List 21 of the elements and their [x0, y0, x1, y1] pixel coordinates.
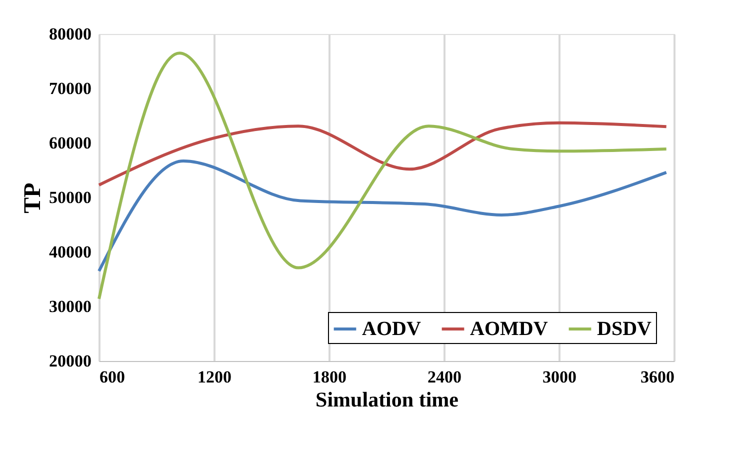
legend-label: AODV	[362, 318, 422, 340]
legend-label: DSDV	[597, 318, 652, 340]
x-tick-label: 600	[100, 368, 125, 386]
y-axis-title: TP	[20, 182, 46, 214]
legend-label: AOMDV	[470, 318, 548, 340]
y-tick-label: 60000	[49, 134, 92, 152]
y-tick-label: 70000	[49, 79, 92, 98]
line-series	[98, 121, 668, 186]
x-tick-label: 2400	[428, 368, 462, 386]
y-tick-label: 40000	[49, 242, 92, 262]
x-tick-label: 1200	[198, 368, 232, 386]
y-tick-label: 80000	[49, 24, 92, 44]
x-axis-title: Simulation time	[316, 388, 458, 412]
x-tick-label: 3000	[542, 368, 576, 386]
y-tick-label: 20000	[49, 352, 92, 370]
line-series	[98, 52, 668, 300]
y-tick-label: 30000	[49, 297, 92, 316]
y-tick-label: 50000	[49, 188, 92, 207]
line-series	[98, 159, 668, 273]
x-tick-label: 1800	[312, 368, 346, 386]
x-tick-label: 3600	[640, 368, 674, 386]
